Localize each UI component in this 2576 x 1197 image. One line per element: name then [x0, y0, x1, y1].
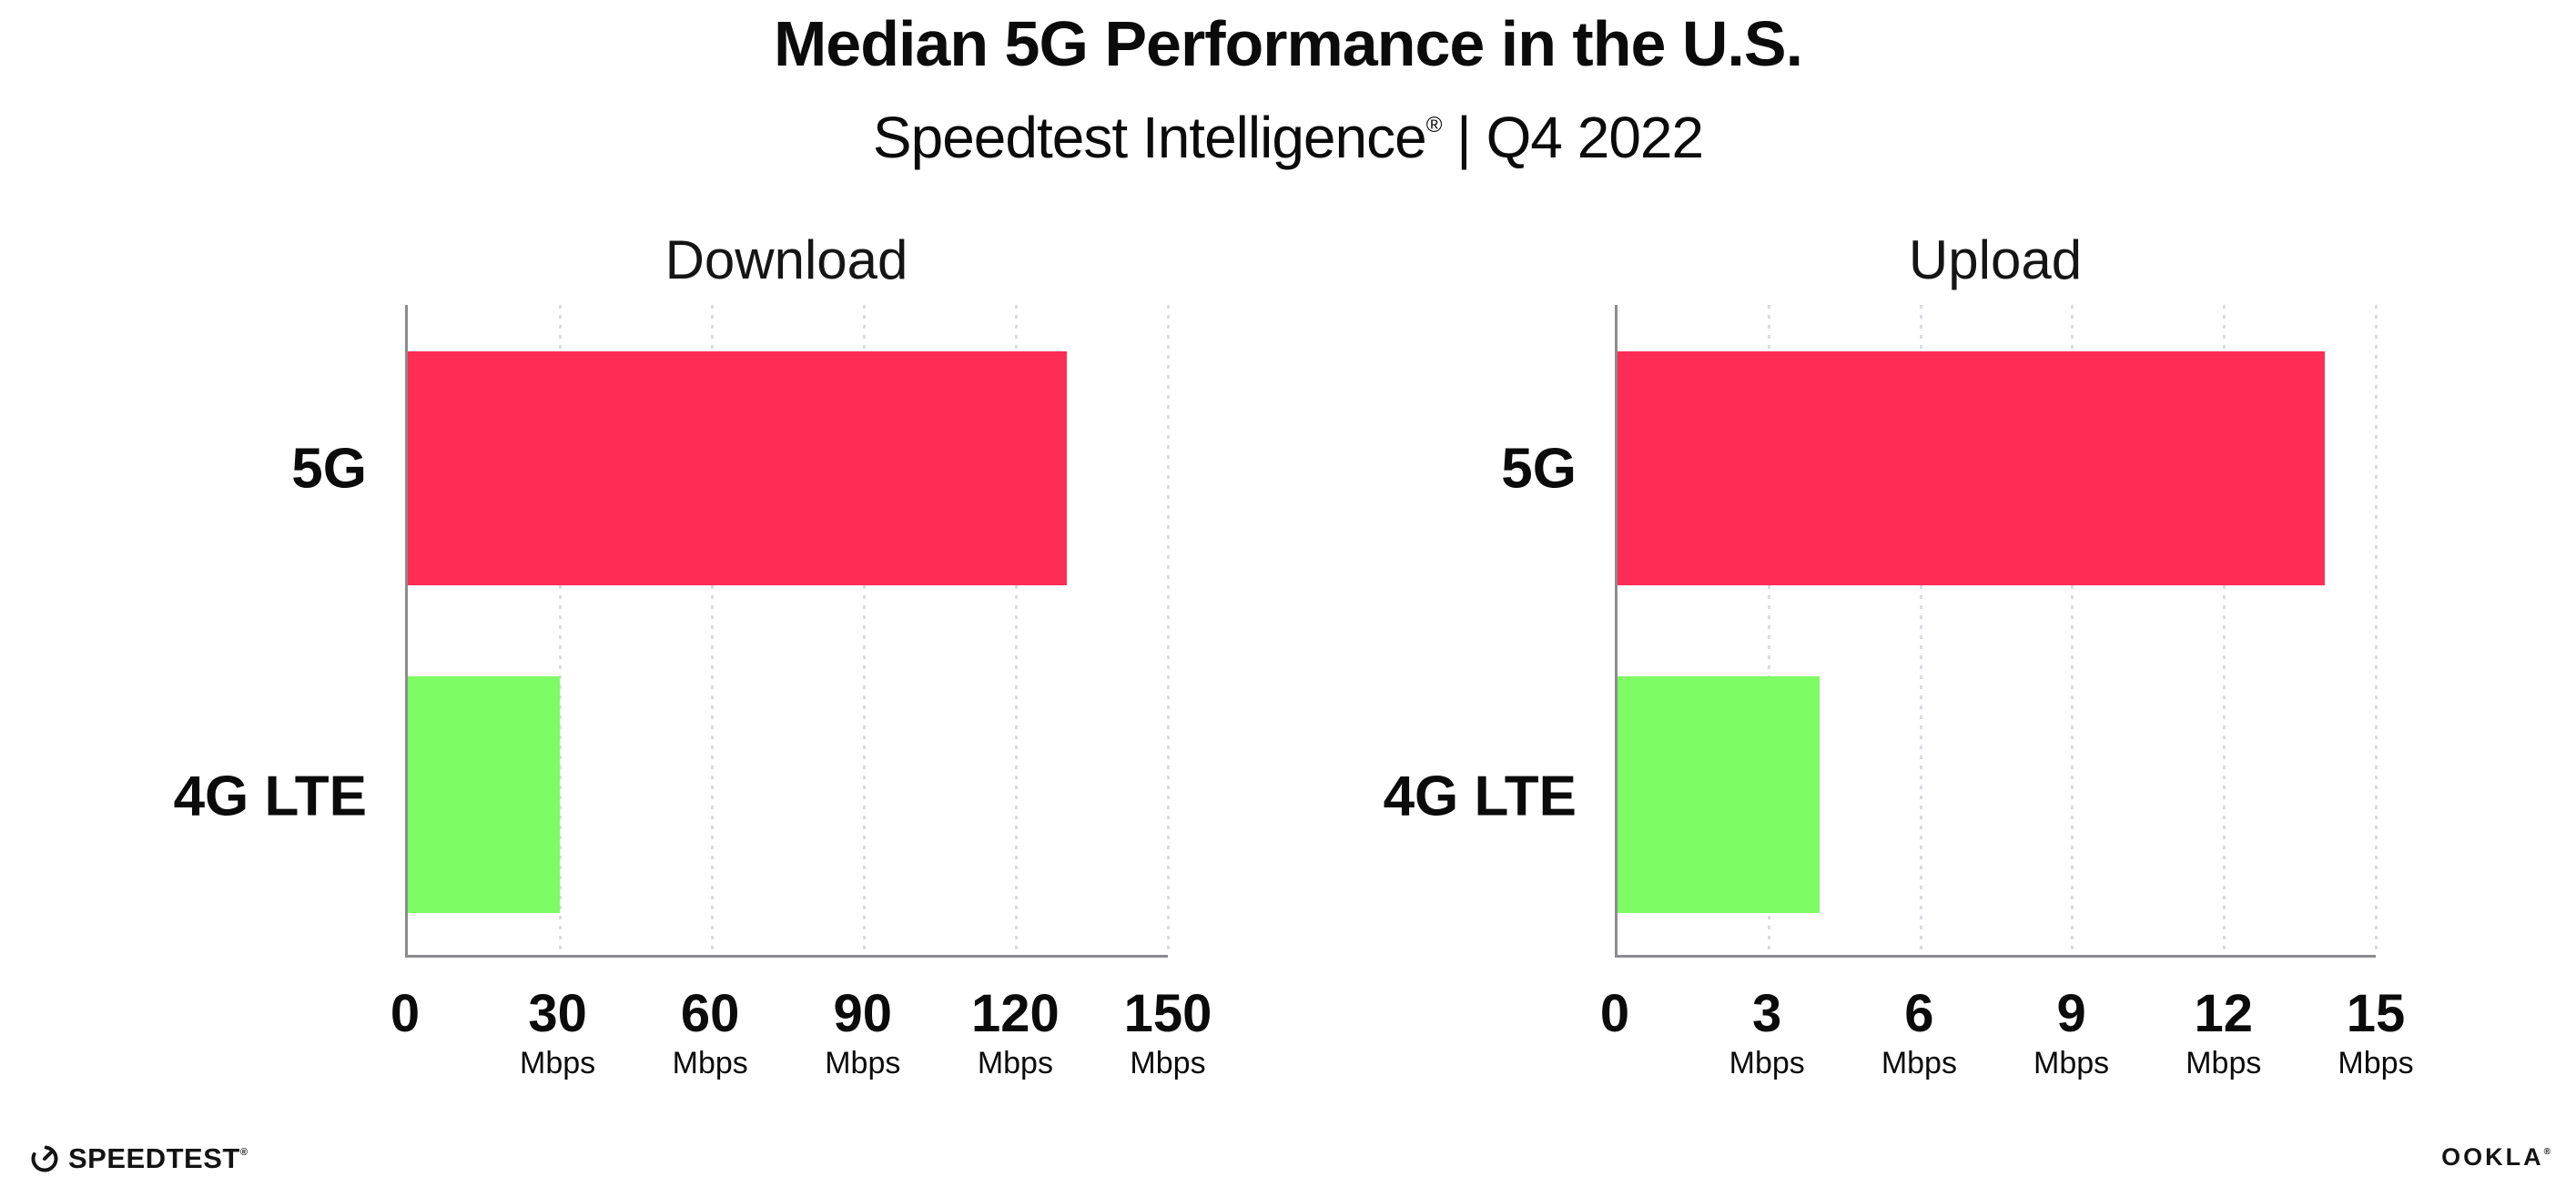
- gridline-60: [710, 305, 714, 955]
- chart-title: Upload: [1908, 229, 2083, 290]
- bar-5g: [408, 350, 1067, 585]
- gridline-150: [1166, 305, 1170, 955]
- bar-4g-lte: [408, 676, 560, 913]
- gridline-30: [558, 305, 562, 955]
- x-tick-30: 30 Mbps: [520, 987, 595, 1081]
- ookla-registered-mark: ®: [2543, 1147, 2551, 1157]
- x-tick-unit: Mbps: [977, 1046, 1053, 1080]
- subtitle-brand: Speedtest Intelligence: [872, 105, 1427, 170]
- x-tick-unit: Mbps: [825, 1046, 901, 1080]
- gridline-15: [2374, 305, 2378, 955]
- plot-row: 5G 4G LTE: [1346, 305, 2378, 958]
- category-label-5g: 5G: [291, 437, 367, 501]
- plot-area: [405, 305, 1170, 958]
- upload-chart: Upload 5G 4G LTE 0 3 Mbps 6 Mbps 9 Mbps 12 Mbps 15…: [1346, 221, 2414, 1104]
- speedtest-wordmark: SPEEDTEST®: [68, 1142, 248, 1175]
- ookla-wordmark: OOKLA: [2441, 1143, 2544, 1171]
- page-subtitle: Speedtest Intelligence® | Q4 2022: [0, 87, 2576, 176]
- plot-row: 5G 4G LTE: [137, 305, 1170, 958]
- x-tick-150: 150 Mbps: [1124, 987, 1212, 1081]
- x-tick-3: 3 Mbps: [1729, 987, 1805, 1081]
- speedtest-logo: SPEEDTEST®: [29, 1142, 248, 1175]
- x-tick-0: 0: [390, 987, 420, 1041]
- x-tick-9: 9 Mbps: [2033, 987, 2109, 1081]
- bar-4g-lte: [1618, 676, 1820, 913]
- gridline-120: [1014, 305, 1018, 955]
- x-tick-unit: Mbps: [1881, 1046, 1957, 1080]
- speedtest-gauge-icon: [31, 1145, 58, 1172]
- gridline-90: [862, 305, 866, 955]
- bar-5g: [1618, 350, 2326, 585]
- x-tick-unit: Mbps: [1729, 1046, 1805, 1080]
- x-tick-60: 60 Mbps: [673, 987, 748, 1081]
- gridline-12: [2222, 305, 2226, 955]
- x-tick-value: 0: [1599, 984, 1630, 1043]
- subtitle-period: | Q4 2022: [1441, 105, 1704, 170]
- x-tick-value: 30: [528, 984, 587, 1043]
- category-label-5g: 5G: [1501, 437, 1577, 501]
- x-axis-labels: 0 3 Mbps 6 Mbps 9 Mbps 12 Mbps 15 Mbps: [1600, 958, 2414, 1103]
- x-tick-12: 12 Mbps: [2186, 987, 2261, 1081]
- category-label-4g-lte: 4G LTE: [1383, 765, 1577, 828]
- x-tick-value: 120: [971, 984, 1060, 1043]
- x-tick-unit: Mbps: [2033, 1046, 2110, 1080]
- x-tick-value: 0: [390, 984, 421, 1043]
- x-tick-value: 6: [1904, 984, 1934, 1043]
- download-chart: Download 5G 4G LTE 0 30 Mbps 60 Mbps 90 Mbps 120…: [137, 221, 1212, 1104]
- x-tick-unit: Mbps: [2186, 1046, 2262, 1080]
- category-label-4g-lte: 4G LTE: [173, 765, 367, 828]
- x-tick-value: 12: [2194, 984, 2254, 1043]
- speedtest-registered-mark: ®: [239, 1147, 248, 1158]
- x-tick-6: 6 Mbps: [1881, 987, 1957, 1081]
- x-tick-120: 120 Mbps: [971, 987, 1060, 1081]
- chart-title: Download: [664, 229, 908, 290]
- x-tick-90: 90 Mbps: [825, 987, 900, 1081]
- category-labels: 5G 4G LTE: [1346, 305, 1615, 958]
- x-tick-value: 3: [1752, 984, 1782, 1043]
- registered-mark: ®: [1425, 113, 1443, 137]
- x-tick-value: 9: [2056, 984, 2086, 1043]
- page-title: Median 5G Performance in the U.S.: [773, 8, 1803, 79]
- x-tick-unit: Mbps: [672, 1046, 748, 1080]
- x-tick-unit: Mbps: [1130, 1046, 1206, 1080]
- gridline-6: [1919, 305, 1922, 955]
- x-tick-unit: Mbps: [520, 1046, 596, 1080]
- x-tick-value: 60: [680, 984, 740, 1043]
- gridline-3: [1768, 305, 1771, 955]
- gridline-9: [2071, 305, 2074, 955]
- x-tick-value: 150: [1123, 984, 1212, 1043]
- x-tick-0: 0: [1600, 987, 1629, 1041]
- ookla-logo: OOKLA®: [2441, 1143, 2551, 1172]
- x-tick-value: 15: [2346, 984, 2406, 1043]
- x-axis-labels: 0 30 Mbps 60 Mbps 90 Mbps 120 Mbps 150 Mbps: [390, 958, 1212, 1103]
- plot-area: [1615, 305, 2378, 958]
- x-tick-unit: Mbps: [2338, 1046, 2414, 1080]
- category-labels: 5G 4G LTE: [137, 305, 405, 958]
- x-tick-15: 15 Mbps: [2338, 987, 2413, 1081]
- speedtest-label-text: SPEEDTEST: [68, 1142, 240, 1174]
- x-tick-value: 90: [833, 984, 893, 1043]
